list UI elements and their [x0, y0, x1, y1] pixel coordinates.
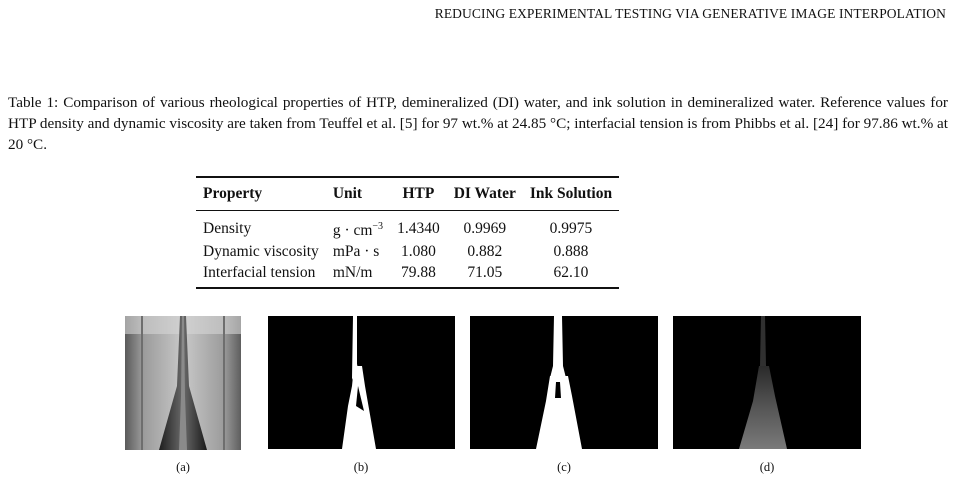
table-row: Dynamic viscosity mPa · s 1.080 0.882 0.… [196, 241, 619, 262]
cell-htp: 79.88 [390, 262, 447, 290]
cell-di-water: 0.9969 [463, 220, 507, 238]
column-header-htp: HTP [390, 176, 447, 211]
cell-di-water: 71.05 [446, 262, 523, 290]
cell-di-water: 0.882 [467, 243, 503, 261]
cell-unit: mN/m [325, 262, 391, 290]
figure-a-photo [125, 316, 241, 450]
running-header: REDUCING EXPERIMENTAL TESTING VIA GENERA… [434, 6, 946, 21]
cell-htp: 1.4340 [397, 220, 440, 238]
table-row: Interfacial tension mN/m 79.88 71.05 62.… [196, 262, 620, 290]
cell-unit: g · cm−3 [332, 221, 384, 240]
column-header-unit: Unit [325, 176, 391, 211]
cell-property: Density [203, 220, 252, 238]
cell-ink-solution: 62.10 [522, 262, 620, 290]
figure-label-a: (a) [176, 460, 190, 474]
column-header-di-water: DI Water [446, 176, 523, 211]
cell-htp: 1.080 [400, 243, 436, 261]
properties-table: Property Unit HTP DI Water Ink Solution … [196, 176, 620, 290]
cell-ink-solution: 0.9975 [549, 220, 593, 238]
table-caption: Table 1: Comparison of various rheologic… [8, 94, 948, 153]
table-row: Density g · cm−3 1.4340 0.9969 0.9975 [196, 211, 619, 242]
figure-d-reconstruction [673, 316, 861, 449]
figure-b-mask [268, 316, 455, 449]
column-header-ink-solution: Ink Solution [522, 176, 620, 211]
figure-c-mask [470, 316, 658, 449]
figure-label-d: (d) [759, 460, 775, 474]
column-header-property: Property [196, 176, 326, 211]
cell-ink-solution: 0.888 [553, 243, 589, 261]
cell-property: Dynamic viscosity [203, 243, 319, 261]
figure-label-b: (b) [353, 460, 369, 474]
table-header-row: Property Unit HTP DI Water Ink Solution [196, 176, 620, 211]
cell-property: Interfacial tension [196, 262, 326, 290]
figure-label-c: (c) [557, 460, 571, 474]
cell-unit: mPa · s [332, 243, 380, 261]
